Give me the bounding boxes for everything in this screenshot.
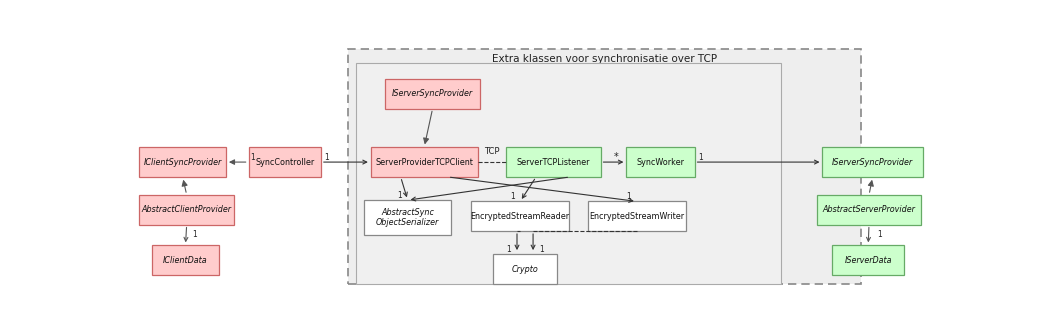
Text: 1: 1 <box>877 230 881 240</box>
Bar <box>139 195 234 225</box>
Bar <box>493 254 557 284</box>
Bar <box>626 147 695 177</box>
Text: AbstractClientProvider: AbstractClientProvider <box>142 205 231 214</box>
Bar <box>385 79 480 109</box>
Text: SyncWorker: SyncWorker <box>637 157 684 166</box>
Text: EncryptedStreamWriter: EncryptedStreamWriter <box>589 212 684 221</box>
Text: TCP: TCP <box>484 147 500 156</box>
Bar <box>364 200 451 235</box>
Bar <box>832 245 904 275</box>
Text: IClientData: IClientData <box>163 256 207 265</box>
Text: 1: 1 <box>698 153 703 162</box>
Bar <box>152 245 219 275</box>
Text: IServerSyncProvider: IServerSyncProvider <box>832 157 914 166</box>
Text: 1: 1 <box>507 245 511 254</box>
Bar <box>822 147 923 177</box>
Text: 1: 1 <box>510 192 514 201</box>
Text: AbstractServerProvider: AbstractServerProvider <box>822 205 916 214</box>
Bar <box>506 147 600 177</box>
Text: *: * <box>614 152 618 162</box>
Bar <box>471 201 569 231</box>
Polygon shape <box>348 49 861 284</box>
Text: AbstractSync
ObjectSerializer: AbstractSync ObjectSerializer <box>376 208 440 227</box>
Text: 1: 1 <box>397 191 402 200</box>
Text: Extra klassen voor synchronisatie over TCP: Extra klassen voor synchronisatie over T… <box>492 54 718 64</box>
Bar <box>139 147 226 177</box>
Polygon shape <box>357 63 781 284</box>
Text: IServerData: IServerData <box>844 256 892 265</box>
Text: 1: 1 <box>626 192 632 201</box>
Text: Crypto: Crypto <box>511 265 538 274</box>
Text: SyncController: SyncController <box>255 157 314 166</box>
Text: 1: 1 <box>539 245 543 254</box>
Text: EncryptedStreamReader: EncryptedStreamReader <box>471 212 569 221</box>
Text: 1: 1 <box>192 230 197 240</box>
Text: IServerSyncProvider: IServerSyncProvider <box>392 89 473 98</box>
Text: ServerProviderTCPClient: ServerProviderTCPClient <box>375 157 473 166</box>
Text: 1: 1 <box>250 153 255 162</box>
Bar <box>817 195 921 225</box>
Text: 1: 1 <box>325 153 329 162</box>
Bar <box>371 147 478 177</box>
Bar <box>249 147 320 177</box>
Bar <box>588 201 685 231</box>
Text: IClientSyncProvider: IClientSyncProvider <box>143 157 222 166</box>
Text: ServerTCPListener: ServerTCPListener <box>516 157 590 166</box>
